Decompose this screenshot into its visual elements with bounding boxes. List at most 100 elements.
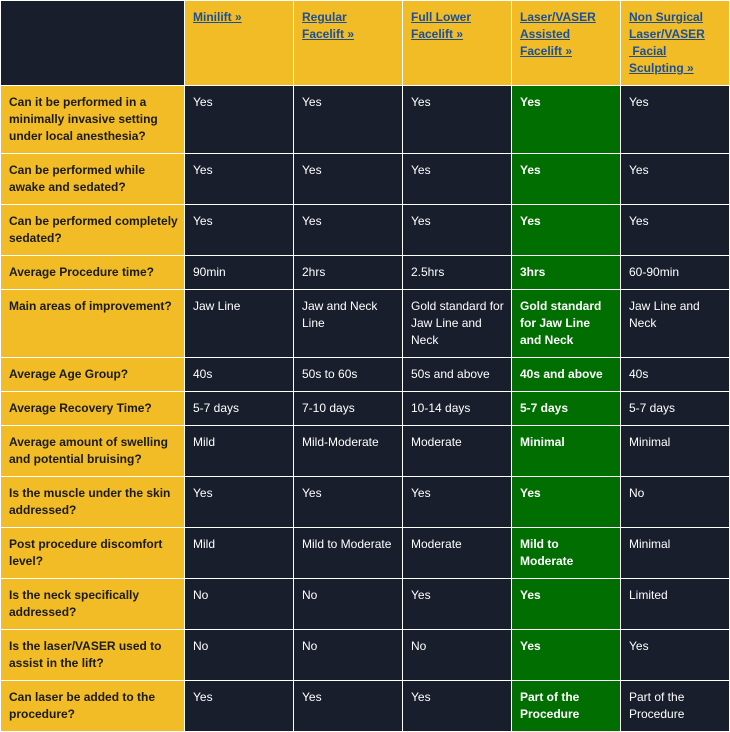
- row-value: Moderate: [402, 527, 512, 579]
- row-value: Yes: [402, 85, 512, 154]
- row-value: Yes: [620, 153, 730, 205]
- row-value: Yes: [620, 85, 730, 154]
- row-value: Minimal: [620, 527, 730, 579]
- row-value: Yes: [293, 680, 403, 732]
- row-value: No: [620, 476, 730, 528]
- non-surgical-sculpting-link[interactable]: Non Surgical Laser/VASER Facial Sculptin…: [629, 10, 705, 75]
- row-value: Yes: [293, 153, 403, 205]
- row-value: Yes: [511, 153, 621, 205]
- row-value: Yes: [184, 476, 294, 528]
- header-laser-vaser-facelift: Laser/VASER Assisted Facelift »: [511, 0, 621, 86]
- row-value: 5-7 days: [184, 391, 294, 426]
- row-question: Average amount of swelling and potential…: [0, 425, 185, 477]
- table-row: Is the muscle under the skin addressed? Y…: [0, 476, 730, 528]
- table-row: Average Procedure time? 90min 2hrs 2.5hrs 3h…: [0, 255, 730, 290]
- table-row: Can be performed while awake and sedated…: [0, 153, 730, 205]
- row-value: Yes: [402, 204, 512, 256]
- row-value: 10-14 days: [402, 391, 512, 426]
- row-question: Can it be performed in a minimally invas…: [0, 85, 185, 154]
- row-value: 90min: [184, 255, 294, 290]
- row-value: Part of the Procedure: [511, 680, 621, 732]
- header-non-surgical-sculpting: Non Surgical Laser/VASER Facial Sculptin…: [620, 0, 730, 86]
- minilift-link[interactable]: Minilift »: [193, 10, 242, 24]
- row-question: Is the muscle under the skin addressed?: [0, 476, 185, 528]
- row-value: No: [402, 629, 512, 681]
- row-value: Jaw Line and Neck: [620, 289, 730, 358]
- row-value: 2hrs: [293, 255, 403, 290]
- row-question: Post procedure discomfort level?: [0, 527, 185, 579]
- row-value: Yes: [402, 578, 512, 630]
- header-corner: [0, 0, 185, 86]
- row-question: Can be performed while awake and sedated…: [0, 153, 185, 205]
- row-value: 40s and above: [511, 357, 621, 392]
- row-value: Mild: [184, 527, 294, 579]
- row-value: Gold standard for Jaw Line and Neck: [402, 289, 512, 358]
- row-value: Jaw and Neck Line: [293, 289, 403, 358]
- row-question: Average Age Group?: [0, 357, 185, 392]
- row-value: Moderate: [402, 425, 512, 477]
- row-value: Mild-Moderate: [293, 425, 403, 477]
- row-value: 7-10 days: [293, 391, 403, 426]
- row-question: Is the laser/VASER used to assist in the…: [0, 629, 185, 681]
- full-lower-facelift-link[interactable]: Full Lower Facelift »: [411, 10, 471, 41]
- header-minilift: Minilift »: [184, 0, 294, 86]
- row-value: 3hrs: [511, 255, 621, 290]
- row-value: Jaw Line: [184, 289, 294, 358]
- row-value: No: [184, 629, 294, 681]
- row-value: 40s: [184, 357, 294, 392]
- row-value: 50s and above: [402, 357, 512, 392]
- header-row: Minilift » Regular Facelift » Full Lower…: [0, 0, 730, 86]
- row-value: Yes: [620, 204, 730, 256]
- table-row: Average Recovery Time? 5-7 days 7-10 days 1…: [0, 391, 730, 426]
- table-row: Can be performed completely sedated? Yes Y…: [0, 204, 730, 256]
- row-question: Can be performed completely sedated?: [0, 204, 185, 256]
- header-regular-facelift: Regular Facelift »: [293, 0, 403, 86]
- row-question: Average Procedure time?: [0, 255, 185, 290]
- table-row: Average Age Group? 40s 50s to 60s 50s and a…: [0, 357, 730, 392]
- row-value: Yes: [184, 85, 294, 154]
- row-question: Is the neck specifically addressed?: [0, 578, 185, 630]
- table-row: Main areas of improvement? Jaw Line Jaw an…: [0, 289, 730, 358]
- row-value: No: [293, 629, 403, 681]
- row-value: 60-90min: [620, 255, 730, 290]
- table-row: Is the laser/VASER used to assist in the…: [0, 629, 730, 681]
- row-value: Yes: [511, 476, 621, 528]
- row-value: 2.5hrs: [402, 255, 512, 290]
- row-value: 5-7 days: [620, 391, 730, 426]
- row-question: Can laser be added to the procedure?: [0, 680, 185, 732]
- row-value: Yes: [293, 204, 403, 256]
- row-value: Mild to Moderate: [511, 527, 621, 579]
- row-value: Yes: [402, 476, 512, 528]
- row-value: Yes: [402, 680, 512, 732]
- row-question: Main areas of improvement?: [0, 289, 185, 358]
- row-value: Yes: [511, 629, 621, 681]
- row-value: No: [293, 578, 403, 630]
- row-value: Gold standard for Jaw Line and Neck: [511, 289, 621, 358]
- row-value: 40s: [620, 357, 730, 392]
- row-value: Yes: [184, 204, 294, 256]
- table-body: Can it be performed in a minimally invas…: [0, 85, 730, 732]
- row-question: Average Recovery Time?: [0, 391, 185, 426]
- table-row: Average amount of swelling and potential…: [0, 425, 730, 477]
- regular-facelift-link[interactable]: Regular Facelift »: [302, 10, 355, 41]
- laser-vaser-facelift-link[interactable]: Laser/VASER Assisted Facelift »: [520, 10, 596, 58]
- table-row: Can it be performed in a minimally invas…: [0, 85, 730, 154]
- row-value: Minimal: [620, 425, 730, 477]
- header-full-lower-facelift: Full Lower Facelift »: [402, 0, 512, 86]
- row-value: Minimal: [511, 425, 621, 477]
- row-value: Yes: [511, 204, 621, 256]
- row-value: 50s to 60s: [293, 357, 403, 392]
- row-value: Yes: [184, 153, 294, 205]
- row-value: Yes: [620, 629, 730, 681]
- row-value: Yes: [293, 85, 403, 154]
- row-value: Limited: [620, 578, 730, 630]
- row-value: Yes: [293, 476, 403, 528]
- row-value: Mild to Moderate: [293, 527, 403, 579]
- table-row: Can laser be added to the procedure? Yes Y…: [0, 680, 730, 732]
- row-value: 5-7 days: [511, 391, 621, 426]
- row-value: No: [184, 578, 294, 630]
- table-row: Is the neck specifically addressed? No No Y…: [0, 578, 730, 630]
- row-value: Yes: [184, 680, 294, 732]
- row-value: Yes: [511, 578, 621, 630]
